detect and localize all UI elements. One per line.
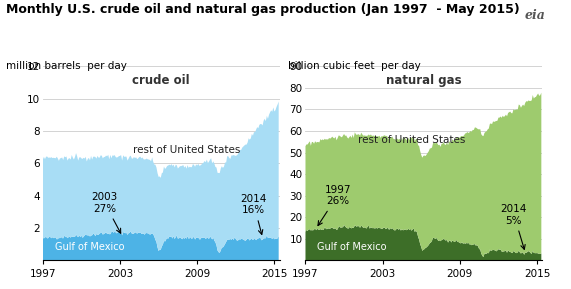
Text: Gulf of Mexico: Gulf of Mexico [55, 242, 124, 252]
Text: 2014
5%: 2014 5% [501, 204, 527, 249]
Text: eia: eia [524, 9, 545, 22]
Text: billion cubic feet  per day: billion cubic feet per day [288, 61, 421, 71]
Text: 1997
26%: 1997 26% [318, 185, 351, 225]
Text: Monthly U.S. crude oil and natural gas production (Jan 1997  - May 2015): Monthly U.S. crude oil and natural gas p… [6, 3, 520, 16]
Text: 2014
16%: 2014 16% [240, 194, 267, 234]
Text: rest of United States: rest of United States [357, 135, 465, 145]
Text: 2003
27%: 2003 27% [91, 192, 120, 233]
Text: rest of United States: rest of United States [133, 145, 240, 155]
Text: Gulf of Mexico: Gulf of Mexico [317, 242, 387, 252]
Text: crude oil: crude oil [132, 74, 190, 87]
Text: natural gas: natural gas [386, 74, 462, 87]
Text: million barrels  per day: million barrels per day [6, 61, 127, 71]
